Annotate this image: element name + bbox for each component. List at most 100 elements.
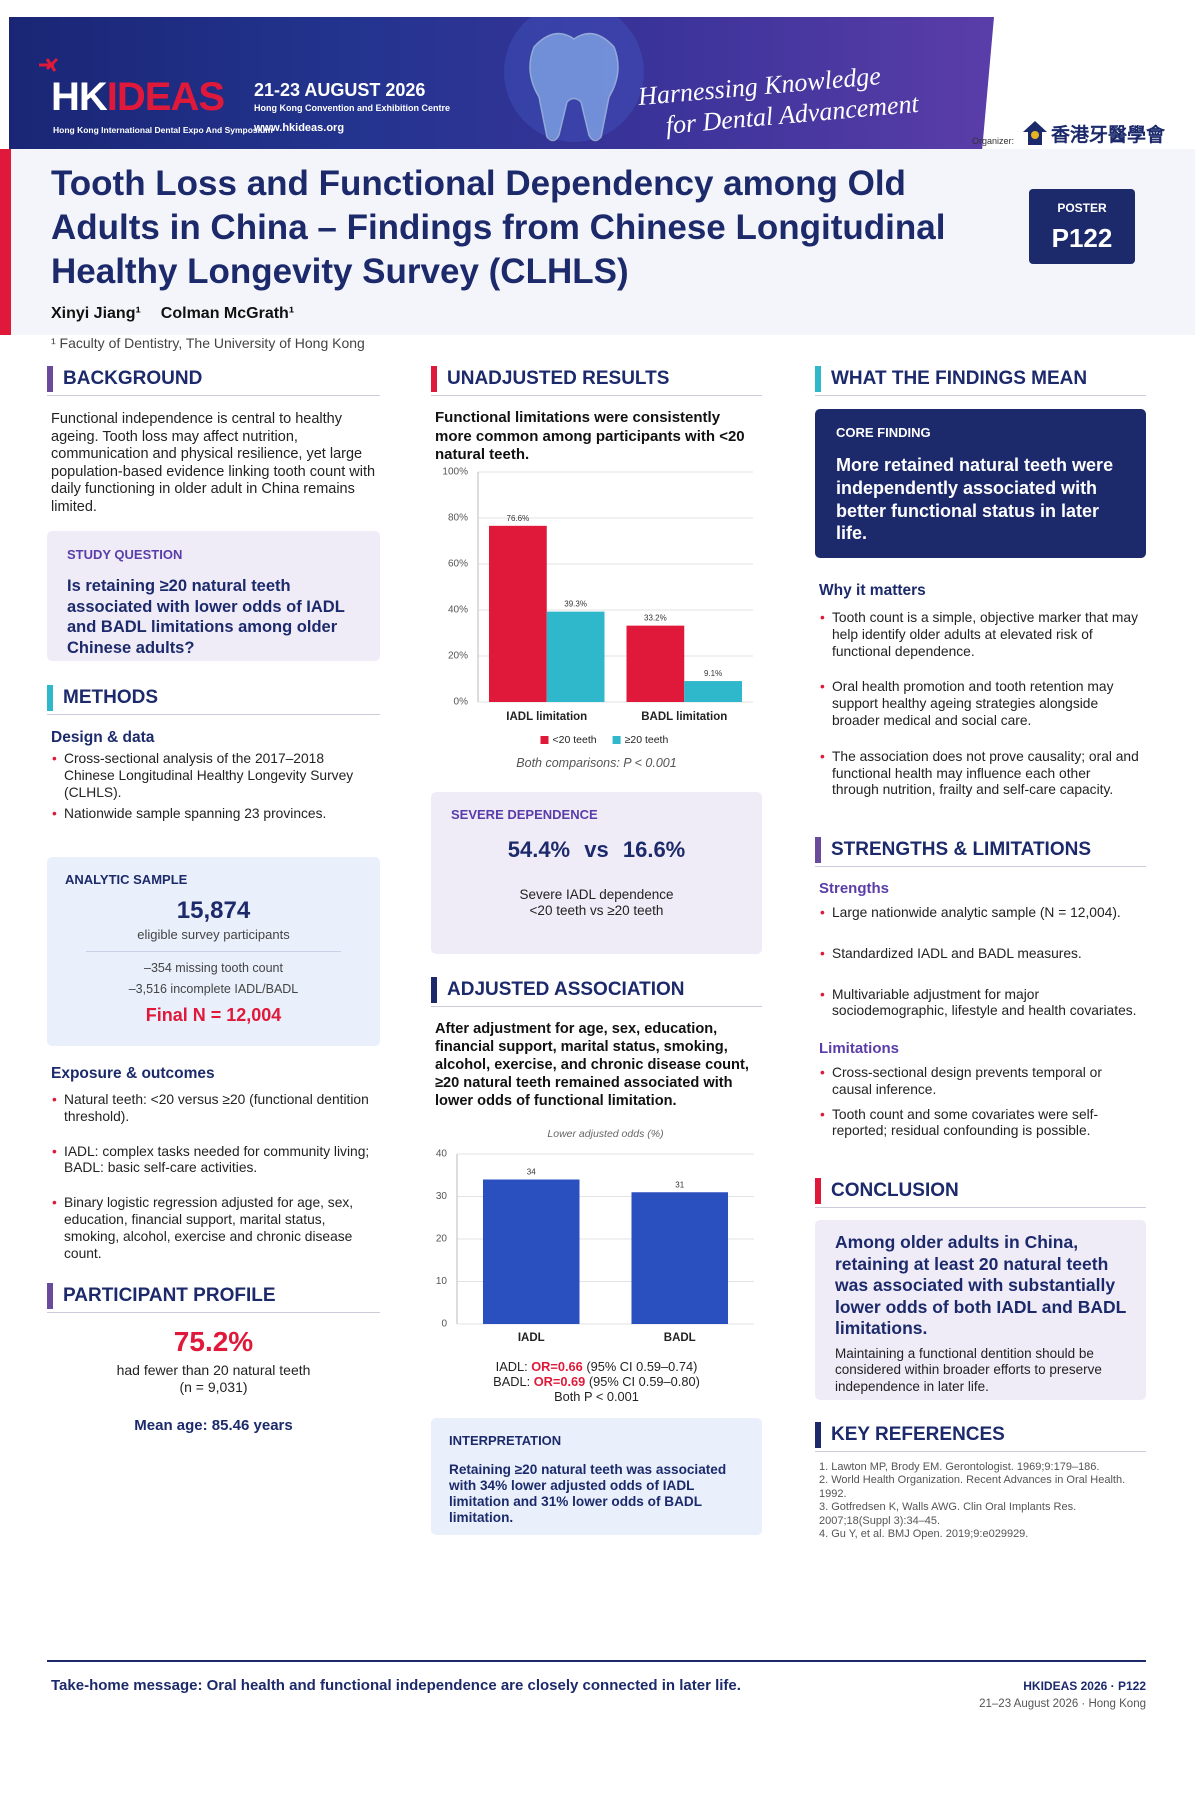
banner-art — [39, 17, 644, 142]
severe-figures: 54.4% vs 16.6% — [431, 837, 762, 863]
list-item: Cross-sectional design prevents temporal… — [819, 1065, 1139, 1099]
background-text: Functional independence is central to he… — [51, 411, 376, 515]
exclusion: –3,516 incomplete IADL/BADL — [128, 982, 299, 996]
bar — [489, 525, 547, 702]
core-label: CORE FINDING — [836, 425, 931, 440]
sample-caption: eligible survey participants — [137, 927, 290, 942]
bar — [482, 1179, 580, 1324]
exclusion: –354 missing tooth count — [144, 961, 283, 975]
y-tick-label: 20% — [448, 651, 468, 662]
reference: 3. Gotfredsen K, Walls AWG. Clin Oral Im… — [819, 1501, 1077, 1527]
core-text: More retained natural teeth were indepen… — [836, 455, 1114, 544]
bar — [626, 625, 685, 702]
section-heading: BACKGROUND — [47, 366, 380, 396]
list-item: Binary logistic regression adjusted for … — [51, 1195, 376, 1262]
bar — [684, 681, 742, 702]
y-tick-label: 60% — [448, 559, 468, 570]
event-website: www.hkideas.org — [254, 122, 345, 134]
take-home: Take-home message: Oral health and funct… — [51, 1677, 741, 1694]
chart-note: Both comparisons: P < 0.001 — [516, 756, 677, 770]
interpretation-label: INTERPRETATION — [449, 1433, 562, 1448]
accent-bar — [0, 149, 11, 335]
legend-swatch — [540, 736, 549, 744]
title-background — [11, 149, 1195, 335]
list-item: IADL: complex tasks needed for community… — [51, 1144, 376, 1178]
list-item: Natural teeth: <20 versus ≥20 (functiona… — [51, 1092, 376, 1126]
y-tick-label: 40 — [436, 1149, 448, 1160]
subheading: Why it matters — [819, 582, 926, 599]
list-item: Multivariable adjustment for major socio… — [819, 987, 1139, 1021]
value-label: 39.3% — [564, 600, 587, 609]
organizer-logo — [1023, 121, 1047, 145]
event-dates: 21-23 AUGUST 2026 — [254, 80, 426, 100]
chart-title: Lower adjusted odds (%) — [547, 1128, 663, 1140]
banner: HKIDEAS Hong Kong International Dental E… — [9, 17, 994, 149]
logo-tagline: Hong Kong International Dental Expo And … — [53, 125, 273, 135]
adjusted-chart: Lower adjusted odds (%) 0 10 20 30 40 IADL 34 BA… — [436, 1128, 754, 1344]
question-label: STUDY QUESTION — [67, 547, 183, 562]
section-heading: ADJUSTED ASSOCIATION — [431, 977, 762, 1007]
value-label: 76.6% — [507, 514, 530, 523]
or-prefix: BADL: — [493, 1374, 531, 1389]
subheading: Design & data — [51, 729, 155, 746]
author: Xinyi Jiang¹ — [51, 305, 141, 322]
x-tick-label: IADL limitation — [506, 711, 587, 723]
design-list: Cross-sectional analysis of the 2017–201… — [51, 751, 376, 828]
reference: 2. World Health Organization. Recent Adv… — [819, 1474, 1126, 1500]
profile: 75.2% had fewer than 20 natural teeth (n… — [47, 1326, 380, 1434]
list-item: Tooth count is a simple, objective marke… — [819, 610, 1139, 660]
authors: Xinyi Jiang¹ Colman McGrath¹ — [51, 305, 314, 323]
final-n: Final N = 12,004 — [145, 1005, 282, 1025]
subheading: Strengths — [819, 880, 890, 897]
subheading: Limitations — [819, 1040, 900, 1057]
affiliation: ¹ Faculty of Dentistry, The University o… — [51, 335, 365, 351]
list-item: Oral health promotion and tooth retentio… — [819, 679, 1139, 729]
exposure-list: Natural teeth: <20 versus ≥20 (functiona… — [51, 1092, 376, 1280]
severe-left: 54.4% — [507, 837, 571, 862]
value-label: 34 — [527, 1168, 536, 1177]
strengths-list: Large nationwide analytic sample (N = 12… — [819, 905, 1139, 1044]
conclusion-box: Among older adults in China, retaining a… — [815, 1220, 1146, 1400]
divider — [86, 951, 341, 952]
severe-right: 16.6% — [622, 837, 686, 862]
severe-label: SEVERE DEPENDENCE — [451, 807, 598, 822]
question-text: Is retaining ≥20 natural teeth associate… — [67, 577, 345, 657]
list-item: Cross-sectional analysis of the 2017–201… — [51, 751, 376, 801]
p-note: Both P < 0.001 — [554, 1389, 639, 1404]
list-item: Nationwide sample spanning 23 provinces. — [51, 806, 376, 823]
lead-text: After adjustment for age, sex, education… — [435, 1021, 749, 1109]
y-tick-label: 0 — [441, 1319, 447, 1330]
poster-title: Tooth Loss and Functional Dependency amo… — [51, 164, 946, 291]
interpretation-text: Retaining ≥20 natural teeth was associat… — [449, 1462, 727, 1525]
section-heading: KEY REFERENCES — [815, 1422, 1146, 1452]
sample-box: ANALYTIC SAMPLE 15,874 eligible survey p… — [47, 857, 380, 1046]
unadjusted-chart: 0% 20% 40% 60% 80% 100% IADL limitation 76.6% 39… — [442, 467, 753, 746]
section-heading: UNADJUSTED RESULTS — [431, 366, 762, 396]
value-label: 33.2% — [644, 614, 667, 623]
or-value: OR=0.66 — [531, 1359, 583, 1374]
poster-badge: POSTER P122 — [1029, 189, 1135, 264]
section-heading: METHODS — [47, 685, 380, 715]
footer-event: HKIDEAS 2026 · P122 — [1023, 1679, 1146, 1693]
or-line: BADL: OR=0.69 (95% CI 0.59–0.80) — [431, 1374, 762, 1389]
value-label: 31 — [675, 1180, 684, 1189]
or-ci: (95% CI 0.59–0.74) — [586, 1359, 698, 1374]
section-heading: WHAT THE FINDINGS MEAN — [815, 366, 1146, 396]
reference: 4. Gu Y, et al. BMJ Open. 2019;9:e029929… — [819, 1528, 1029, 1541]
reference-list: 1. Lawton MP, Brody EM. Gerontologist. 1… — [819, 1461, 1139, 1541]
list-item: Standardized IADL and BADL measures. — [819, 946, 1139, 963]
core-finding-box: CORE FINDING More retained natural teeth… — [815, 409, 1146, 558]
legend-label: ≥20 teeth — [625, 734, 669, 746]
section-heading: PARTICIPANT PROFILE — [47, 1283, 380, 1313]
y-tick-label: 100% — [442, 467, 468, 478]
mean-age: Mean age: 85.46 years — [134, 1417, 293, 1434]
why-list: Tooth count is a simple, objective marke… — [819, 610, 1139, 818]
logo-suffix: IDEAS — [106, 75, 225, 119]
organizer-label: Organizer: — [972, 136, 1015, 146]
badge-id: P122 — [1051, 223, 1113, 253]
section-heading: CONCLUSION — [815, 1178, 1146, 1208]
or-results: IADL: OR=0.66 (95% CI 0.59–0.74) BADL: O… — [431, 1359, 762, 1404]
list-item: Large nationwide analytic sample (N = 12… — [819, 905, 1139, 922]
section-heading: STRENGTHS & LIMITATIONS — [815, 837, 1146, 867]
